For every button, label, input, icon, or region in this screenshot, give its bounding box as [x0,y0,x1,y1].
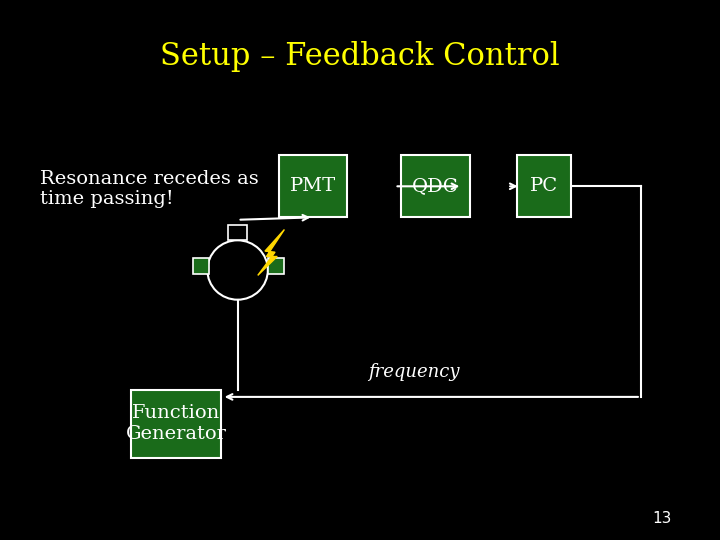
FancyBboxPatch shape [402,156,469,217]
Text: PC: PC [529,177,558,195]
Text: QDC: QDC [413,177,459,195]
Text: PMT: PMT [290,177,336,195]
Polygon shape [258,230,284,275]
FancyBboxPatch shape [268,258,284,274]
FancyBboxPatch shape [228,225,247,240]
Text: Function
Generator: Function Generator [126,404,227,443]
FancyBboxPatch shape [517,156,571,217]
FancyBboxPatch shape [132,390,222,458]
FancyBboxPatch shape [279,156,348,217]
Text: 13: 13 [653,511,672,526]
FancyBboxPatch shape [193,258,209,274]
Text: frequency: frequency [368,363,460,381]
Text: Resonance recedes as
time passing!: Resonance recedes as time passing! [40,170,258,208]
Text: Setup – Feedback Control: Setup – Feedback Control [160,41,560,72]
